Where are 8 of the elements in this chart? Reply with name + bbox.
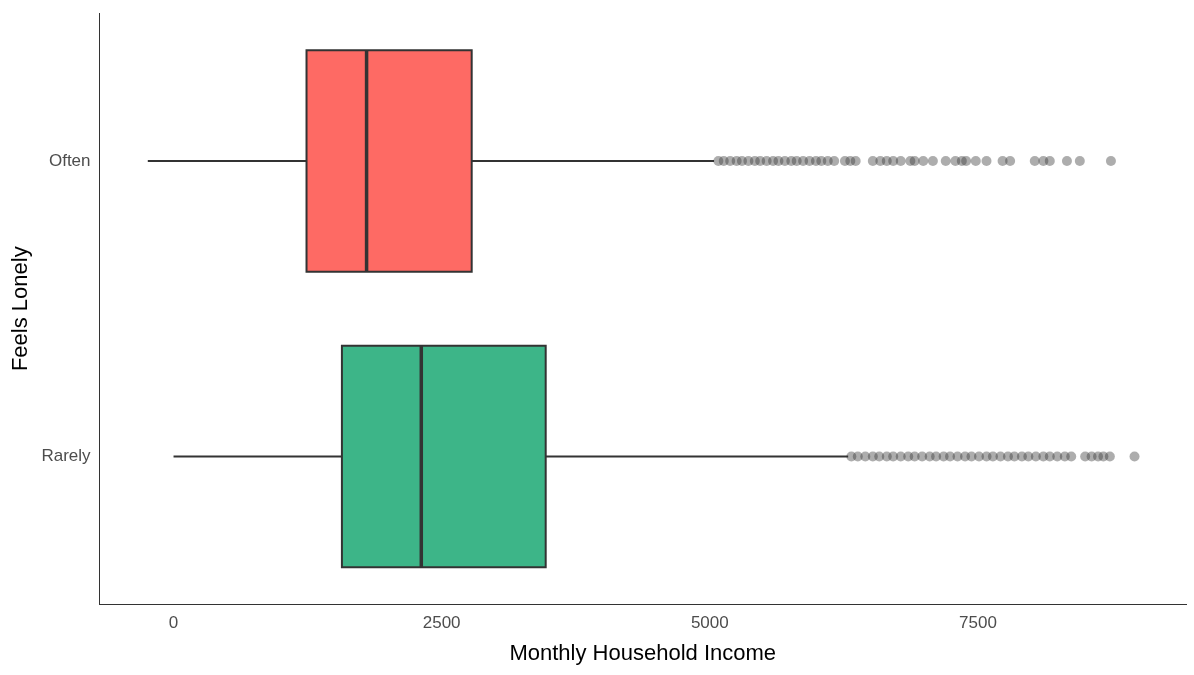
y-axis-title: Feels Lonely: [7, 246, 33, 372]
x-tick-label: 5000: [690, 613, 729, 633]
y-tick-label: Rarely: [41, 446, 92, 466]
x-tick-label: 7500: [959, 613, 997, 633]
y-tick-label: Often: [48, 150, 91, 170]
x-tick-label: 2500: [422, 613, 461, 633]
x-axis-title: Monthly Household Income: [509, 639, 777, 665]
x-tick-label: 0: [168, 613, 179, 633]
